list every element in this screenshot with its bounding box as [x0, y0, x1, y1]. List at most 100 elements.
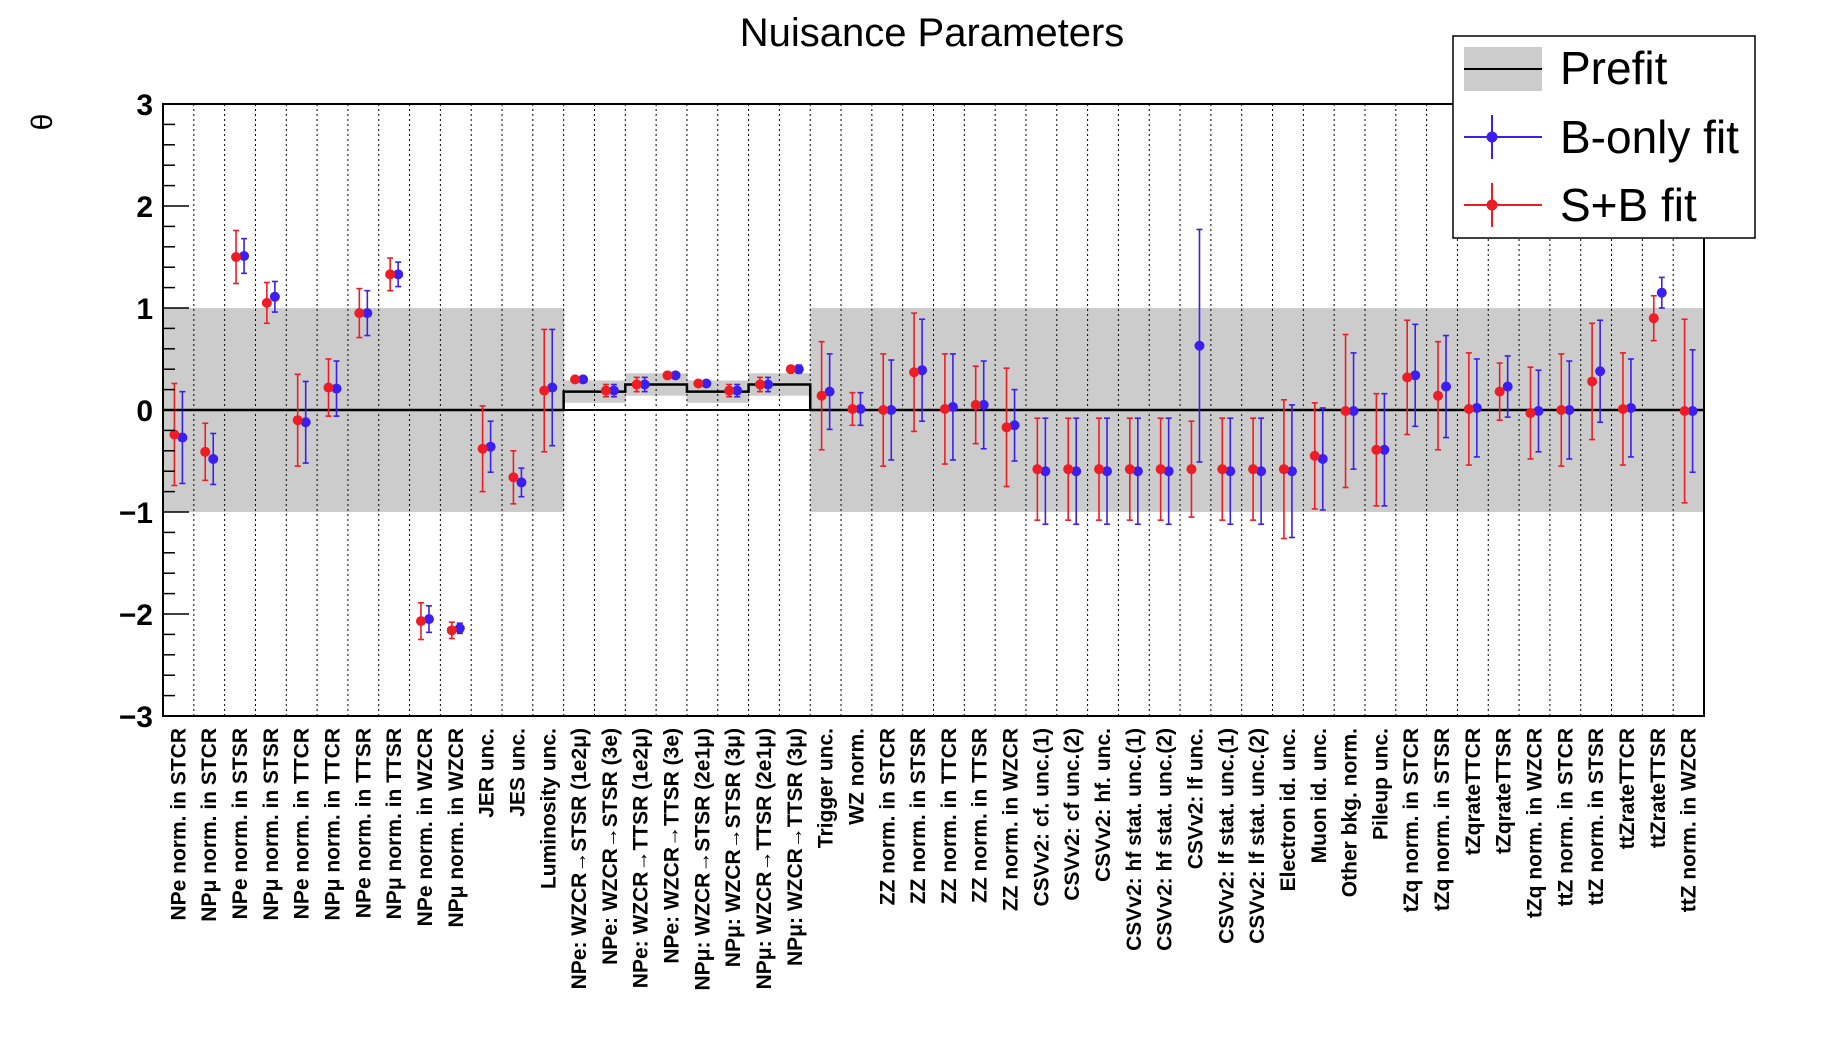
bonly-point-13: [578, 374, 589, 385]
spb-point-26: [970, 365, 981, 445]
bonly-marker-9: [454, 623, 465, 634]
spb-marker-30: [1094, 464, 1105, 475]
bonly-marker-32: [1163, 466, 1174, 477]
spb-point-18: [724, 383, 735, 398]
bonly-point-47: [1625, 358, 1636, 458]
bonly-point-39: [1379, 392, 1390, 507]
spb-point-38: [1340, 333, 1351, 489]
bonly-marker-44: [1533, 406, 1544, 417]
spb-point-44: [1525, 366, 1536, 460]
bonly-point-12: [547, 328, 558, 447]
bonly-marker-0: [177, 432, 188, 443]
x-tick-label: NPe: WZCR→STSR (3e): [599, 728, 622, 965]
spb-point-43: [1494, 362, 1505, 422]
bonly-point-10: [485, 420, 496, 474]
x-tick-label: tZq norm. in STSR: [1431, 728, 1454, 911]
x-tick-label: CSVv2: hf. unc.: [1092, 728, 1115, 882]
bonly-marker-7: [393, 269, 404, 280]
spb-marker-49: [1679, 406, 1690, 417]
legend: Prefit B-only fit S+B fit: [1452, 35, 1756, 239]
chart-title: Nuisance Parameters: [740, 11, 1125, 55]
bonly-point-8: [423, 605, 434, 634]
x-tick-label: NPe: WZCR→TTSR (1e2μ): [630, 728, 653, 988]
bonly-marker-26: [978, 399, 989, 410]
bonly-point-40: [1410, 323, 1421, 428]
spb-marker-14: [600, 385, 611, 396]
x-tick-label: tZq norm. in STCR: [1400, 728, 1423, 912]
bonly-marker-40: [1410, 370, 1421, 381]
spb-point-25: [939, 353, 950, 465]
bonly-point-35: [1256, 417, 1267, 526]
x-tick-label: ZZ norm. in WZCR: [1000, 728, 1023, 911]
x-axis-labels: NPe norm. in STCR NPμ norm. in STCR NPe no…: [167, 728, 1700, 991]
legend-bonly-marker: [1486, 131, 1498, 143]
bonly-marker-36: [1286, 466, 1297, 477]
spb-point-12: [539, 328, 550, 453]
spb-point-22: [847, 391, 858, 427]
spb-marker-23: [878, 405, 889, 415]
spb-marker-25: [939, 403, 950, 414]
spb-point-21: [816, 340, 827, 451]
bonly-marker-18: [732, 385, 743, 396]
bonly-marker-4: [300, 417, 311, 428]
spb-point-5: [323, 358, 334, 417]
spb-marker-45: [1556, 405, 1567, 415]
x-tick-label: NPe norm. in STCR: [167, 728, 190, 921]
bonly-point-33: [1194, 228, 1205, 463]
y-axis-label: θ: [26, 114, 59, 131]
bonly-marker-11: [516, 477, 527, 488]
x-tick-label: JER unc.: [476, 728, 499, 818]
bonly-marker-21: [824, 386, 835, 397]
bonly-point-3: [269, 280, 280, 313]
bonly-marker-39: [1379, 444, 1390, 455]
x-tick-label: ZZ norm. in TTCR: [938, 728, 961, 904]
spb-marker-41: [1433, 390, 1444, 401]
x-tick-label: CSVv2: lf stat. unc.(1): [1215, 728, 1238, 944]
bonly-point-20: [793, 364, 804, 375]
bonly-point-28: [1040, 417, 1051, 526]
bonly-point-18: [732, 383, 743, 398]
spb-point-3: [261, 281, 272, 325]
x-tick-label: tZq norm. in WZCR: [1523, 728, 1546, 918]
spb-marker-18: [724, 385, 735, 396]
bonly-point-9: [454, 622, 465, 635]
spb-marker-12: [539, 385, 550, 396]
spb-marker-17: [693, 378, 704, 389]
spb-marker-6: [354, 308, 365, 319]
spb-marker-36: [1278, 464, 1289, 475]
legend-spb-label: S+B fit: [1560, 179, 1697, 231]
spb-marker-4: [292, 415, 303, 426]
legend-spb-marker: [1486, 199, 1498, 211]
spb-point-19: [754, 376, 765, 393]
bonly-marker-20: [793, 364, 804, 375]
spb-point-1: [200, 422, 211, 482]
x-tick-label: NPμ: WZCR→STSR (3μ): [722, 728, 745, 967]
x-tick-label: CSVv2: hf stat. unc.(1): [1123, 728, 1146, 951]
spb-marker-42: [1463, 403, 1474, 414]
spb-point-0: [169, 382, 180, 487]
spb-marker-5: [323, 382, 334, 393]
x-tick-label: NPe: WZCR→STSR (1e2μ): [568, 728, 591, 989]
spb-marker-40: [1402, 372, 1413, 383]
x-tick-label: CSVv2: lf unc.: [1184, 728, 1207, 869]
x-tick-label: tZqrateTTCR: [1462, 728, 1485, 855]
spb-point-8: [415, 601, 426, 641]
bonly-point-17: [701, 378, 712, 389]
y-tick-label: 2: [136, 191, 153, 224]
bonly-marker-14: [608, 385, 619, 396]
bonly-marker-2: [239, 250, 250, 261]
spb-marker-21: [816, 390, 827, 401]
bonly-point-37: [1317, 407, 1328, 511]
spb-marker-22: [847, 403, 858, 414]
spb-marker-19: [754, 379, 765, 390]
bonly-point-1: [208, 432, 219, 486]
x-tick-label: NPμ: WZCR→TTSR (2e1μ): [753, 728, 776, 989]
x-tick-label: NPe norm. in STSR: [229, 728, 252, 919]
spb-marker-8: [415, 616, 426, 627]
bonly-point-45: [1564, 360, 1575, 460]
spb-marker-26: [970, 399, 981, 410]
bonly-marker-48: [1656, 287, 1667, 298]
bonly-point-36: [1286, 404, 1297, 539]
spb-point-49: [1679, 318, 1690, 504]
